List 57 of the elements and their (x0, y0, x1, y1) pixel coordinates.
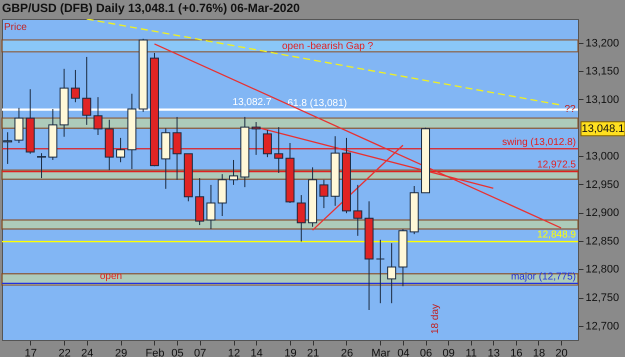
annotation: 18 day (430, 304, 441, 334)
ref-line-label: 13,082.7 (232, 97, 272, 108)
x-tick-label: 24 (81, 348, 94, 357)
x-tick-label: 09 (442, 348, 455, 357)
x-tick-label: Feb (145, 348, 164, 357)
candlestick (229, 159, 238, 186)
annotation: ?? (564, 104, 576, 115)
candlestick (37, 152, 46, 179)
y-tick-label: 13,000 (586, 150, 620, 163)
x-tick-label: 12 (228, 348, 240, 357)
y-tick-label: 12,950 (586, 178, 620, 191)
candlestick (387, 242, 396, 304)
y-tick-label: 12,750 (586, 292, 620, 304)
candlestick (3, 132, 12, 164)
x-tick-label: 04 (397, 348, 410, 357)
y-tick-label: 12,850 (586, 235, 620, 248)
annotation: 13,048.1 (582, 122, 624, 135)
y-tick-label: 13,100 (586, 94, 620, 106)
y-tick-label: 13,150 (586, 66, 620, 78)
y-tick-label: 13,200 (586, 37, 620, 50)
band-label: open -bearish Gap ? (282, 40, 374, 52)
x-tick-label: 20 (555, 348, 568, 357)
annotation: open (100, 271, 122, 282)
y-tick-label: 12,800 (586, 264, 620, 276)
candlestick (319, 179, 328, 209)
x-tick-label: 06 (420, 348, 432, 357)
candlestick (206, 184, 216, 230)
x-tick-label: 13 (488, 348, 500, 357)
candlestick (70, 69, 80, 103)
x-tick-label: 21 (306, 348, 320, 357)
candlestick (218, 174, 227, 217)
chart-title: GBP/USD (DFB) Daily 13,048.1 (+0.76%) 06-Mar-2020 (2, 1, 300, 15)
ref-line-label: 12,848.9 (537, 230, 576, 241)
x-tick-label: 18 (532, 348, 546, 357)
candlestick (14, 107, 24, 144)
y-tick-label: 12,900 (586, 207, 620, 220)
x-tick-label: 26 (340, 348, 354, 357)
ref-line-label: 12,972.5 (537, 160, 576, 171)
candlestick (296, 194, 306, 242)
ref-line-label: swing (13,012.8) (502, 136, 576, 148)
x-tick-label: 19 (284, 348, 297, 357)
x-tick-label: 29 (114, 348, 128, 357)
x-tick-label: 14 (250, 348, 263, 357)
ref-line-label: major (12,775) (510, 271, 576, 282)
candlestick (116, 137, 126, 163)
x-tick-label: 07 (194, 348, 206, 357)
annotation: Price (4, 22, 28, 33)
candlestick (94, 96, 102, 136)
x-tick-label: 22 (58, 348, 71, 357)
y-tick-label: 12,700 (586, 320, 620, 332)
candlestick (376, 239, 385, 304)
x-tick-label: 17 (24, 348, 37, 357)
x-tick-label: Mar (371, 348, 391, 357)
x-tick-label: 16 (510, 348, 523, 357)
x-tick-label: 05 (171, 348, 184, 357)
candlestick (82, 56, 92, 126)
x-tick-label: 11 (465, 348, 477, 357)
